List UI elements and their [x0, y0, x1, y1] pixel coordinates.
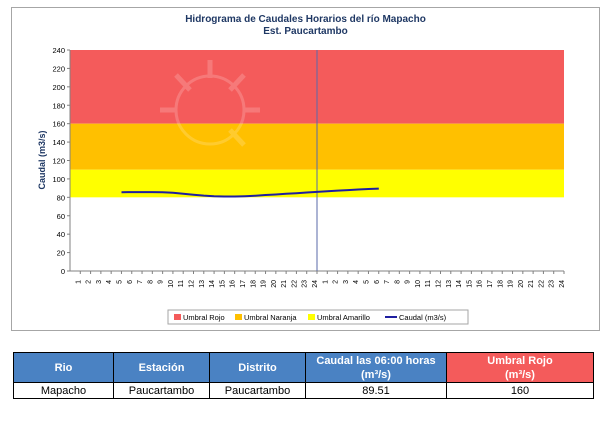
- x-tick-label: 10: [168, 280, 175, 288]
- x-tick-label: 19: [261, 280, 268, 288]
- legend-box: [167, 309, 469, 325]
- x-tick-label: 10: [415, 280, 422, 288]
- x-tick-label: 4: [106, 280, 113, 284]
- x-tick-label: 15: [219, 280, 226, 288]
- x-tick-label: 17: [240, 280, 247, 288]
- x-tick-label: 20: [518, 280, 525, 288]
- cell-umbral-rojo: 160: [446, 382, 594, 399]
- cell-estacion: Paucartambo: [113, 382, 210, 399]
- x-tick-label: 15: [466, 280, 473, 288]
- x-tick-label: 9: [405, 280, 412, 284]
- x-tick-label: 4: [353, 280, 360, 284]
- header-estacion: Estación: [113, 352, 210, 383]
- legend-swatch-0: [174, 314, 181, 320]
- x-tick-label: 8: [394, 280, 401, 284]
- cell-caudal: 89.51: [305, 382, 447, 399]
- x-tick-label: 22: [538, 280, 545, 288]
- cell-distrito: Paucartambo: [209, 382, 306, 399]
- x-tick-labels: 1 2 3 4 5 6 7 8 9 10 11 12 13 14 15 16 17 18 19 20 21 22 23 24 1…: [75, 271, 566, 288]
- x-tick-label: 13: [446, 280, 453, 288]
- x-tick-label: 1: [322, 280, 329, 284]
- x-tick-label: 11: [425, 280, 432, 287]
- y-axis-label: Caudal (m3/s): [37, 130, 47, 189]
- header-umbral-rojo: Umbral Rojo (m³/s): [446, 352, 594, 383]
- x-tick-label: 18: [497, 280, 504, 288]
- x-tick-label: 20: [271, 280, 278, 288]
- y-tick-label: 60: [57, 212, 65, 221]
- y-tick-label: 220: [52, 64, 65, 73]
- legend-swatch-2: [308, 314, 315, 320]
- x-tick-label: 5: [116, 280, 123, 284]
- x-tick-label: 2: [86, 280, 93, 284]
- header-rio: Rio: [13, 352, 114, 383]
- header-distrito: Distrito: [209, 352, 306, 383]
- x-tick-label: 21: [281, 280, 288, 288]
- y-tick-label: 160: [52, 120, 65, 129]
- x-tick-label: 7: [384, 280, 391, 284]
- x-tick-label: 9: [158, 280, 165, 284]
- y-tick-label: 80: [57, 193, 65, 202]
- table-row: Mapacho Paucartambo Paucartambo 89.51 16…: [13, 382, 594, 399]
- y-tick-label: 0: [61, 267, 65, 276]
- y-tick-label: 20: [57, 249, 65, 258]
- x-tick-label: 22: [291, 280, 298, 288]
- x-tick-label: 23: [549, 280, 556, 288]
- y-tick-label: 40: [57, 230, 65, 239]
- x-tick-label: 6: [374, 280, 381, 284]
- table-header-row: Rio Estación Distrito Caudal las 06:00 h…: [13, 352, 594, 383]
- x-tick-label: 8: [147, 280, 154, 284]
- x-tick-label: 7: [137, 280, 144, 284]
- station-table: Rio Estación Distrito Caudal las 06:00 h…: [13, 352, 594, 399]
- chart-title-block: Hidrograma de Caudales Horarios del río …: [0, 14, 611, 38]
- x-tick-label: 18: [250, 280, 257, 288]
- x-tick-label: 5: [363, 280, 370, 284]
- cell-rio: Mapacho: [13, 382, 114, 399]
- series-line-caudal: [121, 187, 379, 198]
- x-tick-label: 21: [528, 280, 535, 288]
- x-tick-label: 24: [312, 280, 319, 288]
- x-tick-label: 19: [508, 280, 515, 288]
- x-tick-label: 3: [96, 280, 103, 284]
- chart-subtitle: Est. Paucartambo: [263, 26, 348, 37]
- x-tick-label: 13: [199, 280, 206, 288]
- legend-swatch-1: [235, 314, 242, 320]
- x-tick-label: 12: [436, 280, 443, 288]
- x-tick-label: 12: [189, 280, 196, 288]
- chart-legend: Umbral Rojo Umbral Naranja Umbral Amarillo…: [167, 309, 469, 325]
- x-tick-label: 1: [75, 280, 82, 284]
- x-tick-label: 14: [209, 280, 216, 288]
- x-tick-label: 16: [230, 280, 237, 288]
- y-tick-labels: 0 20 40 60 80 100 120 140 160 180 200 220 240: [52, 46, 70, 276]
- sun-watermark-icon: [160, 60, 260, 147]
- y-tick-label: 200: [52, 83, 65, 92]
- x-tick-label: 11: [178, 280, 185, 287]
- legend-label-2: Umbral Amarillo: [317, 313, 370, 322]
- legend-label-1: Umbral Naranja: [244, 313, 297, 322]
- x-tick-label: 23: [302, 280, 309, 288]
- y-tick-label: 180: [52, 101, 65, 110]
- legend-label-caudal: Caudal (m3/s): [399, 313, 447, 322]
- x-tick-label: 3: [343, 280, 350, 284]
- header-caudal: Caudal las 06:00 horas (m³/s): [305, 352, 447, 383]
- legend-label-0: Umbral Rojo: [183, 313, 225, 322]
- x-tick-label: 16: [477, 280, 484, 288]
- y-tick-label: 100: [52, 175, 65, 184]
- x-tick-label: 17: [487, 280, 494, 288]
- y-tick-label: 140: [52, 138, 65, 147]
- x-tick-label: 14: [456, 280, 463, 288]
- x-tick-label: 24: [559, 280, 566, 288]
- y-tick-label: 240: [52, 46, 65, 55]
- y-tick-label: 120: [52, 157, 65, 166]
- chart-title: Hidrograma de Caudales Horarios del río …: [185, 14, 426, 25]
- x-tick-label: 2: [333, 280, 340, 284]
- x-tick-label: 6: [127, 280, 134, 284]
